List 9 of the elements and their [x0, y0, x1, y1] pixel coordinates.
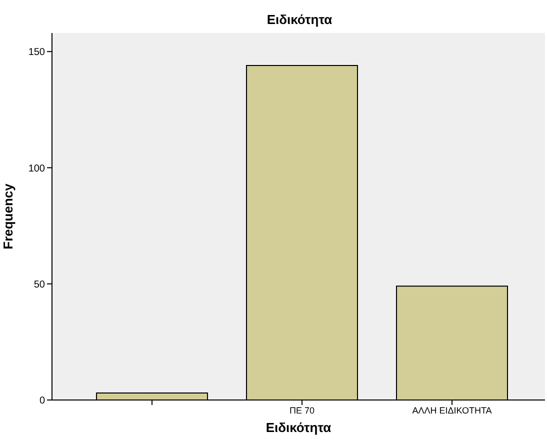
- x-tick-label: ΑΛΛΗ ΕΙΔΙΚΟΤΗΤΑ: [412, 405, 492, 416]
- x-axis-title: Ειδικότητα: [266, 420, 332, 435]
- y-tick-label: 0: [39, 396, 46, 407]
- y-tick-label: 100: [28, 163, 46, 174]
- y-tick-label: 150: [28, 47, 46, 58]
- y-axis-title: Frequency: [0, 182, 16, 250]
- y-tick-label: 50: [34, 279, 46, 290]
- x-tick-label: ΠΕ 70: [289, 405, 315, 416]
- chart-title: Ειδικότητα: [266, 12, 334, 27]
